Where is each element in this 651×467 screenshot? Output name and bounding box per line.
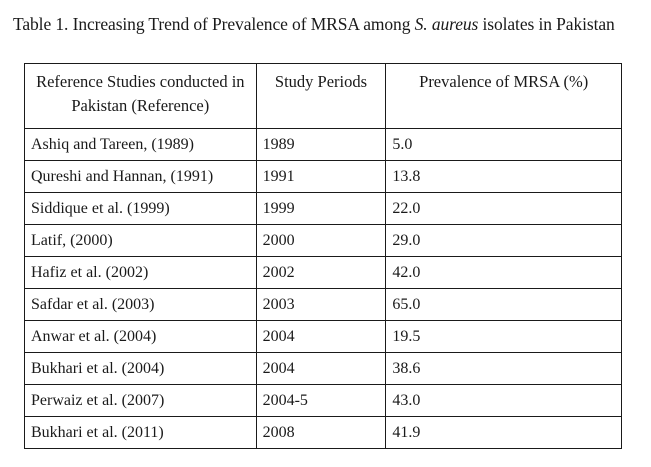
table-header: Reference Studies conducted in Pakistan …	[24, 63, 622, 129]
cell-period: 1999	[255, 192, 387, 225]
cell-period: 2004-5	[255, 384, 387, 417]
cell-reference: Latif, (2000)	[24, 224, 257, 257]
table-row: Qureshi and Hannan, (1991) 1991 13.8	[24, 160, 622, 193]
cell-reference: Bukhari et al. (2004)	[24, 352, 257, 385]
cell-period: 2004	[255, 352, 387, 385]
cell-prevalence: 41.9	[385, 416, 622, 449]
cell-reference: Bukhari et al. (2011)	[24, 416, 257, 449]
cell-prevalence: 42.0	[385, 256, 622, 289]
cell-period: 2004	[255, 320, 387, 353]
cell-reference: Hafiz et al. (2002)	[24, 256, 257, 289]
cell-prevalence: 43.0	[385, 384, 622, 417]
cell-reference: Qureshi and Hannan, (1991)	[24, 160, 257, 193]
column-header-prevalence: Prevalence of MRSA (%)	[385, 63, 622, 129]
cell-reference: Anwar et al. (2004)	[24, 320, 257, 353]
table-row: Ashiq and Tareen, (1989) 1989 5.0	[24, 128, 622, 161]
cell-prevalence: 38.6	[385, 352, 622, 385]
cell-period: 1989	[255, 128, 387, 161]
cell-prevalence: 19.5	[385, 320, 622, 353]
table-row: Siddique et al. (1999) 1999 22.0	[24, 192, 622, 225]
cell-prevalence: 5.0	[385, 128, 622, 161]
cell-period: 2000	[255, 224, 387, 257]
cell-prevalence: 13.8	[385, 160, 622, 193]
header-row: Reference Studies conducted in Pakistan …	[24, 63, 622, 129]
cell-reference: Ashiq and Tareen, (1989)	[24, 128, 257, 161]
table-row: Latif, (2000) 2000 29.0	[24, 224, 622, 257]
table-row: Hafiz et al. (2002) 2002 42.0	[24, 256, 622, 289]
cell-period: 2002	[255, 256, 387, 289]
caption-species: S. aureus	[414, 14, 479, 34]
caption-suffix: isolates in Pakistan	[478, 14, 615, 34]
table-row: Safdar et al. (2003) 2003 65.0	[24, 288, 622, 321]
cell-reference: Safdar et al. (2003)	[24, 288, 257, 321]
table-row: Perwaiz et al. (2007) 2004-5 43.0	[24, 384, 622, 417]
cell-prevalence: 22.0	[385, 192, 622, 225]
cell-period: 2003	[255, 288, 387, 321]
table-row: Bukhari et al. (2004) 2004 38.6	[24, 352, 622, 385]
cell-period: 1991	[255, 160, 387, 193]
table-row: Bukhari et al. (2011) 2008 41.9	[24, 416, 622, 449]
cell-reference: Perwaiz et al. (2007)	[24, 384, 257, 417]
cell-prevalence: 65.0	[385, 288, 622, 321]
cell-period: 2008	[255, 416, 387, 449]
column-header-study-period: Study Periods	[255, 63, 387, 129]
column-header-reference: Reference Studies conducted in Pakistan …	[24, 63, 257, 129]
mrsa-prevalence-table: Reference Studies conducted in Pakistan …	[24, 63, 622, 449]
table-caption: Table 1. Increasing Trend of Prevalence …	[13, 14, 615, 35]
cell-reference: Siddique et al. (1999)	[24, 192, 257, 225]
table-body: Ashiq and Tareen, (1989) 1989 5.0 Quresh…	[24, 128, 622, 449]
caption-prefix: Table 1. Increasing Trend of Prevalence …	[13, 14, 415, 34]
table-row: Anwar et al. (2004) 2004 19.5	[24, 320, 622, 353]
cell-prevalence: 29.0	[385, 224, 622, 257]
